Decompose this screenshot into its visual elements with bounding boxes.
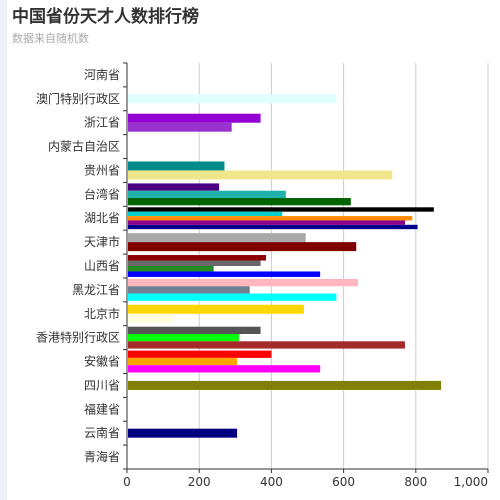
y-tick-label: 北京市: [84, 306, 120, 321]
bar: [128, 278, 359, 287]
bar: [128, 207, 434, 212]
bar: [128, 94, 337, 104]
y-tick-label: 山西省: [84, 259, 120, 273]
y-tick-label: 福建省: [84, 401, 120, 416]
bar: [128, 341, 405, 349]
y-tick-label: 浙江省: [84, 116, 120, 130]
y-tick-label: 湖北省: [84, 210, 120, 225]
y-tick-label: 台湾省: [84, 186, 120, 201]
y-tick-label: 河南省: [84, 67, 120, 82]
bar: [128, 183, 220, 191]
bar: [128, 211, 283, 217]
bar: [128, 271, 321, 277]
bar: [128, 198, 351, 206]
y-tick-label: 安徽省: [84, 354, 120, 369]
bar: [128, 428, 238, 438]
bar: [128, 255, 266, 261]
bar: [128, 220, 405, 225]
x-tick-label: 400: [260, 475, 283, 489]
y-tick-label: 四川省: [84, 378, 120, 392]
y-tick-label: 贵州省: [84, 163, 120, 177]
bar: [128, 350, 272, 358]
page-title: 中国省份天才人数排行榜: [12, 7, 199, 27]
bar: [128, 334, 239, 342]
y-tick-label: 青海省: [84, 449, 120, 464]
left-edge-scrollbar: [0, 0, 7, 500]
axes: 河南省澳门特别行政区浙江省内蒙古自治区贵州省台湾省湖北省天津市山西省黑龙江省北京…: [36, 62, 489, 489]
bar: [128, 161, 225, 171]
x-tick-label: 1,000: [454, 475, 488, 489]
bar: [128, 113, 261, 123]
x-tick-label: 0: [123, 475, 131, 489]
bar: [128, 286, 250, 294]
y-tick-label: 黑龙江省: [72, 283, 120, 297]
x-tick-label: 600: [332, 475, 355, 489]
y-tick-label: 澳门特别行政区: [36, 91, 120, 106]
bar: [128, 233, 306, 243]
bar: [128, 313, 174, 323]
bar: [128, 260, 261, 266]
page-subtitle: 数据来自随机数: [12, 32, 89, 45]
bar: [128, 170, 393, 180]
y-tick-label: 云南省: [84, 425, 120, 440]
bar-series: [128, 94, 442, 438]
bar: [128, 304, 304, 314]
bar: [128, 266, 214, 272]
y-tick-label: 香港特别行政区: [36, 330, 120, 345]
bar: [128, 242, 357, 252]
bar: [128, 224, 418, 230]
y-tick-label: 内蒙古自治区: [48, 139, 120, 154]
bar: [128, 190, 286, 198]
bar: [128, 357, 238, 366]
bar: [128, 380, 442, 390]
bar: [128, 326, 261, 334]
bar: [128, 122, 232, 132]
x-tick-label: 200: [188, 475, 211, 489]
y-tick-label: 天津市: [84, 234, 120, 249]
bar: [128, 293, 337, 301]
x-tick-label: 800: [404, 475, 427, 489]
bar: [128, 216, 413, 221]
bar: [128, 365, 321, 373]
